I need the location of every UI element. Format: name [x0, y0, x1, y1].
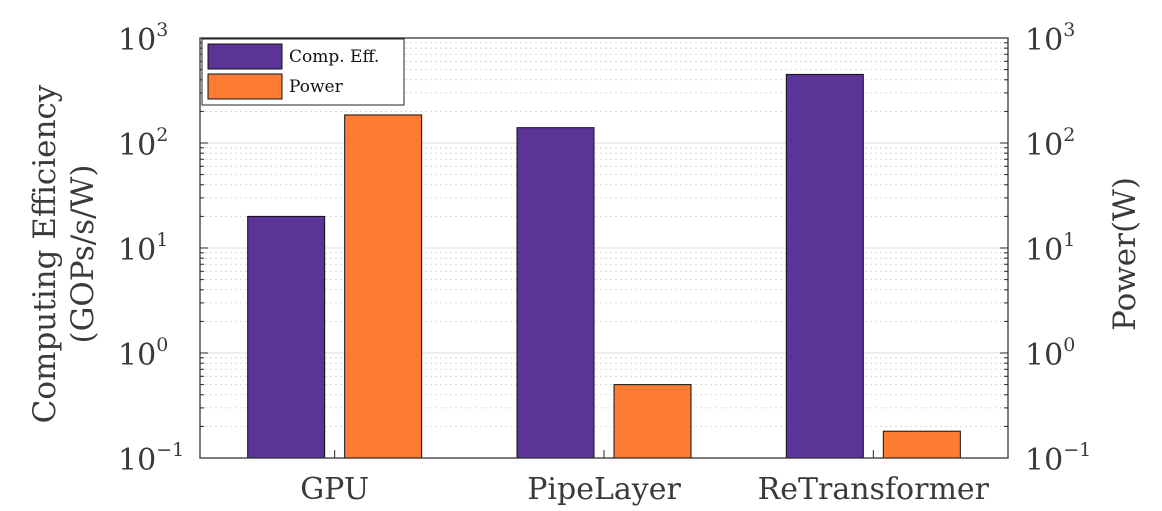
legend: Comp. Eff. Power — [201, 38, 405, 106]
bar-power-gpu — [344, 114, 423, 459]
y-tick-label-right: 10−1 — [1025, 439, 1091, 478]
axis-labels: 10−1 10−1 100 100 101 101 102 102 103 103 GPU PipeL… — [118, 19, 1091, 507]
y-tick-label-left: 102 — [118, 124, 168, 163]
y-axis-title-left-line2: (GOPs/s/W) — [65, 165, 101, 344]
legend-swatch-comp-eff — [207, 43, 283, 70]
y-tick-label-left: 10−1 — [118, 439, 184, 478]
y-tick-label-left: 103 — [118, 19, 168, 58]
y-tick-label-right: 102 — [1025, 124, 1075, 163]
bar-power-retransformer — [882, 430, 961, 459]
y-tick-label-left: 100 — [118, 334, 168, 373]
bar-comp-eff--retransformer — [785, 73, 864, 459]
x-tick-label-gpu: GPU — [300, 472, 369, 507]
bar-comp-eff--gpu — [247, 215, 326, 459]
y-tick-label-right: 101 — [1025, 229, 1075, 268]
legend-label-comp-eff: Comp. Eff. — [289, 47, 379, 67]
y-tick-label-right: 103 — [1025, 19, 1075, 58]
bar-power-pipelayer — [613, 384, 692, 459]
bars — [247, 73, 961, 459]
y-axis-title-right: Power(W) — [1107, 177, 1143, 331]
y-axis-title-left-line1: Computing Efficiency — [27, 84, 63, 423]
axis-ticks — [200, 42, 1008, 459]
legend-swatch-power — [207, 73, 283, 100]
legend-label-power: Power — [289, 77, 344, 97]
y-tick-label-right: 100 — [1025, 334, 1075, 373]
y-tick-label-left: 101 — [118, 229, 168, 268]
bar-comp-eff--pipelayer — [516, 127, 595, 459]
x-tick-label-pipelayer: PipeLayer — [527, 472, 681, 507]
x-tick-label-retransformer: ReTransformer — [758, 472, 990, 507]
